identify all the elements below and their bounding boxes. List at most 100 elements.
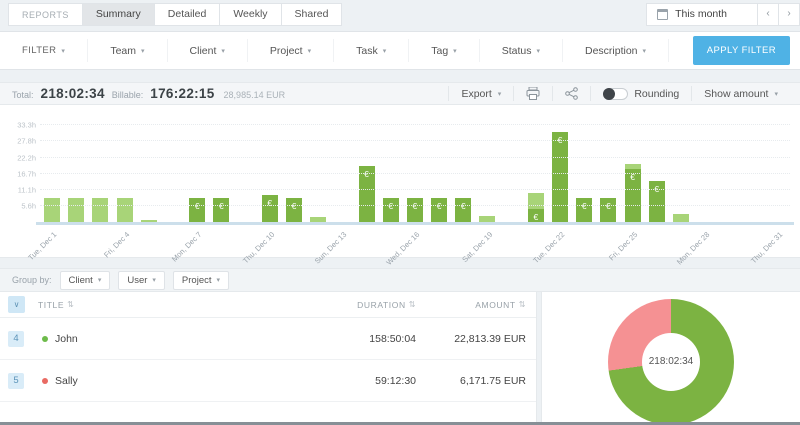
row-count-badge[interactable]: 4 <box>8 330 24 347</box>
rounding-toggle[interactable] <box>603 87 629 100</box>
y-axis-tick-label: 33.3h <box>17 120 36 130</box>
bar-dec-10[interactable]: € <box>261 195 278 222</box>
collapse-all-button[interactable]: ∨ <box>8 296 25 313</box>
billable-segment: € <box>600 198 617 222</box>
billable-segment: € <box>189 198 206 222</box>
group-by-bar: Group by: Client ▾ User ▾ Project ▾ <box>0 268 800 292</box>
group-by-project[interactable]: Project ▾ <box>172 270 230 290</box>
date-range-label: This month <box>675 8 727 20</box>
bar-dec-22[interactable]: € <box>552 131 569 222</box>
chart-slot-dec-14: € <box>354 115 378 222</box>
bar-dec-27[interactable] <box>672 214 689 222</box>
row-count-badge[interactable]: 5 <box>8 372 24 389</box>
filter-team[interactable]: Team ▾ <box>88 39 168 62</box>
rounding-label: Rounding <box>634 87 680 100</box>
chevron-down-icon: ▾ <box>221 47 225 55</box>
group-by-user[interactable]: User ▾ <box>118 270 165 290</box>
table-row[interactable]: 5 Sally 59:12:30 6,171.75 EUR <box>0 360 536 402</box>
tab-detailed[interactable]: Detailed <box>153 3 221 26</box>
bar-dec-2[interactable] <box>68 198 85 222</box>
filter-project[interactable]: Project ▾ <box>248 39 335 62</box>
column-title[interactable]: TITLE ⇅ <box>38 300 266 310</box>
filter-task[interactable]: Task ▾ <box>334 39 410 62</box>
apply-filter-button[interactable]: APPLY FILTER <box>692 36 790 65</box>
column-duration[interactable]: DURATION ⇅ <box>266 300 416 310</box>
chart-slot-dec-20 <box>500 115 524 222</box>
reports-brand-label: REPORTS <box>8 3 83 26</box>
filter-filter[interactable]: FILTER ▾ <box>0 39 89 62</box>
chart-plot-area: € € € € € € € € € € € € € € € 5.6h 11.1h 16.7h 22.2h 27.8h… <box>17 115 794 225</box>
bar-dec-4[interactable] <box>116 198 133 222</box>
chevron-down-icon: ▾ <box>216 277 221 284</box>
bar-dec-3[interactable] <box>92 198 109 222</box>
bar-dec-25[interactable]: € <box>624 163 641 222</box>
bar-dec-17[interactable]: € <box>431 198 448 222</box>
bar-dec-8[interactable]: € <box>213 198 230 222</box>
chevron-down-icon: ▾ <box>307 47 312 55</box>
next-period-button[interactable]: › <box>778 3 800 26</box>
bar-dec-7[interactable]: € <box>189 198 206 222</box>
billable-segment: € <box>213 198 230 222</box>
filter-description[interactable]: Description ▾ <box>563 39 670 62</box>
y-axis-tick-label: 11.1h <box>17 185 36 195</box>
bar-dec-24[interactable]: € <box>600 198 617 222</box>
title-header-label: TITLE <box>38 299 65 310</box>
filter-tag[interactable]: Tag ▾ <box>409 39 480 62</box>
non-billable-segment <box>527 193 544 209</box>
donut-panel: 218:02:34 <box>541 292 800 425</box>
prev-period-button[interactable]: ‹ <box>757 3 779 26</box>
share-button[interactable] <box>552 86 590 101</box>
filter-label: Description <box>584 44 638 57</box>
chart-slot-dec-25: € <box>621 115 645 222</box>
tab-shared[interactable]: Shared <box>280 3 343 26</box>
chart-slot-dec-19 <box>475 115 499 222</box>
chevron-down-icon: ▾ <box>536 47 540 55</box>
show-amount-dropdown[interactable]: Show amount ▾ <box>691 86 790 101</box>
table-row[interactable]: 4 John 158:50:04 22,813.39 EUR <box>0 318 536 360</box>
bar-dec-18[interactable]: € <box>455 198 472 222</box>
chart-slot-dec-4 <box>113 115 137 222</box>
bar-dec-12[interactable] <box>310 216 327 222</box>
filter-status[interactable]: Status ▾ <box>480 39 563 62</box>
filter-label: Task <box>356 44 378 57</box>
calendar-icon <box>657 8 669 20</box>
filter-label: Project <box>269 44 303 57</box>
chevron-down-icon: ▾ <box>152 277 156 284</box>
bar-dec-15[interactable]: € <box>382 198 399 222</box>
euro-icon: € <box>364 169 369 180</box>
chevron-down-icon: ▾ <box>497 90 502 98</box>
bar-dec-5[interactable] <box>140 219 157 222</box>
date-range-button[interactable]: This month <box>646 3 758 26</box>
chart-slot-dec-30 <box>741 115 765 222</box>
bar-dec-19[interactable] <box>479 215 496 222</box>
bar-dec-26[interactable]: € <box>648 181 665 222</box>
print-button[interactable] <box>513 86 552 101</box>
column-amount[interactable]: AMOUNT ⇅ <box>416 300 526 310</box>
bar-dec-1[interactable] <box>44 198 61 222</box>
bar-dec-11[interactable]: € <box>285 198 302 222</box>
filter-client[interactable]: Client ▾ <box>168 39 248 62</box>
export-dropdown[interactable]: Export ▾ <box>448 86 513 101</box>
chart-slot-dec-16: € <box>403 115 427 222</box>
amount-header-label: AMOUNT <box>475 299 516 310</box>
filter-label: FILTER <box>22 45 57 56</box>
chevron-down-icon: ▾ <box>141 47 145 55</box>
top-bar: REPORTS Summary Detailed Weekly Shared This… <box>0 0 800 29</box>
bar-dec-23[interactable]: € <box>576 198 593 222</box>
sort-icon: ⇅ <box>408 300 416 309</box>
filter-bar: FILTER ▾ Team ▾ Client ▾ Project ▾ Task ▾ Tag ▾ Stat… <box>0 31 800 70</box>
tab-weekly[interactable]: Weekly <box>219 3 282 26</box>
y-axis-tick-label: 27.8h <box>17 136 36 146</box>
group-by-client[interactable]: Client ▾ <box>59 270 111 290</box>
bar-dec-21[interactable]: € <box>527 193 544 222</box>
row-title: Sally <box>55 374 78 387</box>
bar-dec-14[interactable]: € <box>358 166 375 222</box>
filter-label: Team <box>110 44 137 57</box>
gridline: 27.8h <box>17 137 790 146</box>
bar-dec-16[interactable]: € <box>406 198 423 222</box>
duration-header-label: DURATION <box>357 299 406 310</box>
time-bar-chart: € € € € € € € € € € € € € € € 5.6h 11.1h 16.7h 22.2h 27.8h… <box>0 105 800 267</box>
billable-segment: € <box>382 198 399 222</box>
billable-segment: € <box>552 131 569 222</box>
tab-summary[interactable]: Summary <box>81 3 155 26</box>
